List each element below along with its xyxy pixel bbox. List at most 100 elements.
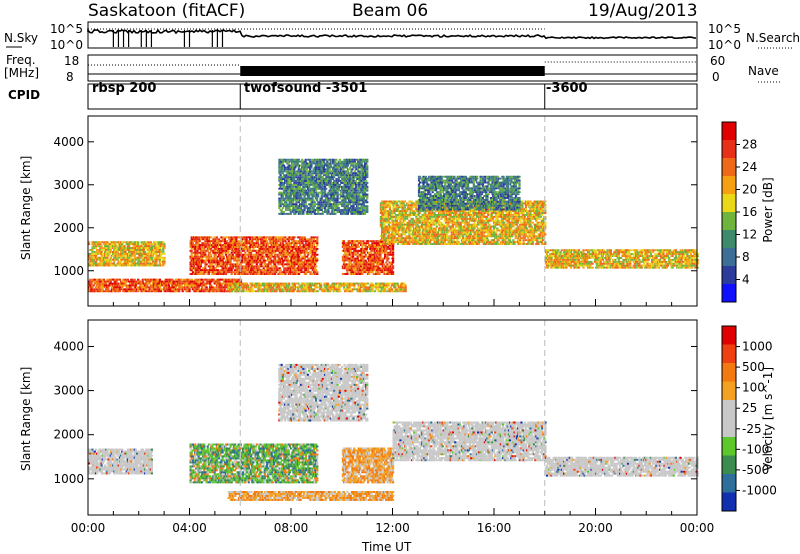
echo-cell: [134, 284, 137, 287]
echo-cell: [324, 199, 327, 202]
echo-cell: [186, 290, 189, 293]
echo-cell: [148, 256, 151, 259]
echo-cell: [148, 286, 151, 289]
echo-cell: [300, 183, 303, 186]
echo-cell: [209, 284, 212, 287]
echo-cell: [222, 271, 225, 274]
echo-cell: [344, 199, 347, 202]
echo-cell: [240, 259, 244, 262]
echo-cell: [310, 209, 313, 211]
echo-cell: [322, 172, 325, 175]
echo-cell: [234, 255, 237, 258]
echo-cell: [302, 288, 306, 291]
echo-cell: [146, 243, 149, 246]
echo-cell: [228, 284, 231, 287]
echo-cell: [222, 278, 225, 281]
echo-cell: [323, 282, 326, 285]
echo-cell: [136, 249, 139, 251]
echo-cell: [321, 195, 324, 198]
echo-cell: [222, 251, 225, 254]
echo-cell: [362, 286, 365, 289]
echo-cell: [255, 265, 258, 268]
echo-cell: [148, 282, 151, 285]
echo-cell: [180, 280, 183, 283]
echo-cell: [203, 269, 206, 272]
echo-cell: [230, 251, 233, 254]
echo-cell: [334, 212, 337, 215]
echo-cell: [234, 248, 237, 250]
echo-cell: [116, 284, 119, 287]
echo-cell: [118, 243, 121, 246]
echo-cell: [282, 189, 286, 192]
echo-cell: [275, 271, 278, 274]
echo-cell: [199, 271, 202, 274]
echo-cell: [210, 288, 213, 291]
echo-cell: [194, 278, 197, 281]
echo-cell: [137, 290, 140, 293]
echo-cell: [145, 247, 148, 249]
echo-cell: [202, 242, 205, 245]
echo-cell: [297, 176, 300, 179]
echo-cell: [94, 241, 98, 244]
echo-cell: [275, 240, 278, 243]
echo-cell: [197, 255, 200, 258]
echo-cell: [271, 273, 274, 275]
echo-cell: [213, 282, 216, 285]
echo-cell: [118, 288, 121, 291]
echo-cell: [390, 288, 394, 291]
echo-cell: [206, 259, 209, 262]
echo-cell: [222, 255, 225, 258]
echo-cell: [404, 290, 407, 293]
echo-cell: [163, 260, 166, 263]
echo-cell: [242, 255, 245, 258]
echo-cell: [226, 286, 229, 289]
echo-cell: [157, 286, 160, 289]
echo-cell: [214, 253, 217, 256]
echo-cell: [181, 286, 184, 289]
echo-cell: [234, 269, 237, 272]
echo-cell: [304, 174, 307, 177]
echo-cell: [90, 282, 93, 285]
echo-cell: [209, 282, 212, 285]
echo-cell: [137, 278, 140, 281]
echo-cell: [243, 259, 246, 262]
echo-cell: [308, 212, 311, 215]
echo-cell: [146, 241, 149, 244]
echo-cell: [243, 249, 246, 252]
echo-cell: [313, 183, 316, 186]
echo-cell: [196, 257, 199, 260]
echo-cell: [203, 251, 206, 254]
echo-cell: [343, 203, 346, 206]
echo-cell: [157, 251, 160, 253]
echo-cell: [247, 284, 250, 287]
echo-cell: [311, 263, 314, 266]
echo-cell: [243, 236, 246, 239]
echo-cell: [190, 265, 193, 268]
echo-cell: [243, 248, 246, 250]
echo-cell: [212, 257, 215, 260]
echo-cell: [126, 256, 129, 259]
echo-cell: [218, 238, 221, 241]
echo-cell: [330, 205, 333, 208]
echo-cell: [242, 238, 245, 241]
echo-cell: [358, 183, 361, 186]
echo-cell: [113, 280, 116, 283]
echo-cell: [244, 261, 247, 264]
echo-cell: [137, 241, 140, 244]
echo-cell: [335, 203, 338, 206]
x-axis-title: Time UT: [362, 540, 412, 554]
echo-cell: [248, 238, 252, 241]
echo-cell: [200, 242, 204, 245]
echo-cell: [142, 254, 145, 257]
echo-cell: [125, 258, 128, 261]
echo-cell: [196, 253, 199, 256]
echo-cell: [270, 259, 273, 262]
echo-cell: [323, 290, 326, 293]
echo-cell: [231, 265, 234, 268]
echo-cell: [235, 271, 238, 274]
echo-cell: [156, 256, 159, 259]
echo-cell: [116, 264, 119, 267]
echo-cell: [201, 282, 204, 285]
echo-cell: [348, 189, 351, 192]
echo-cell: [137, 260, 140, 263]
